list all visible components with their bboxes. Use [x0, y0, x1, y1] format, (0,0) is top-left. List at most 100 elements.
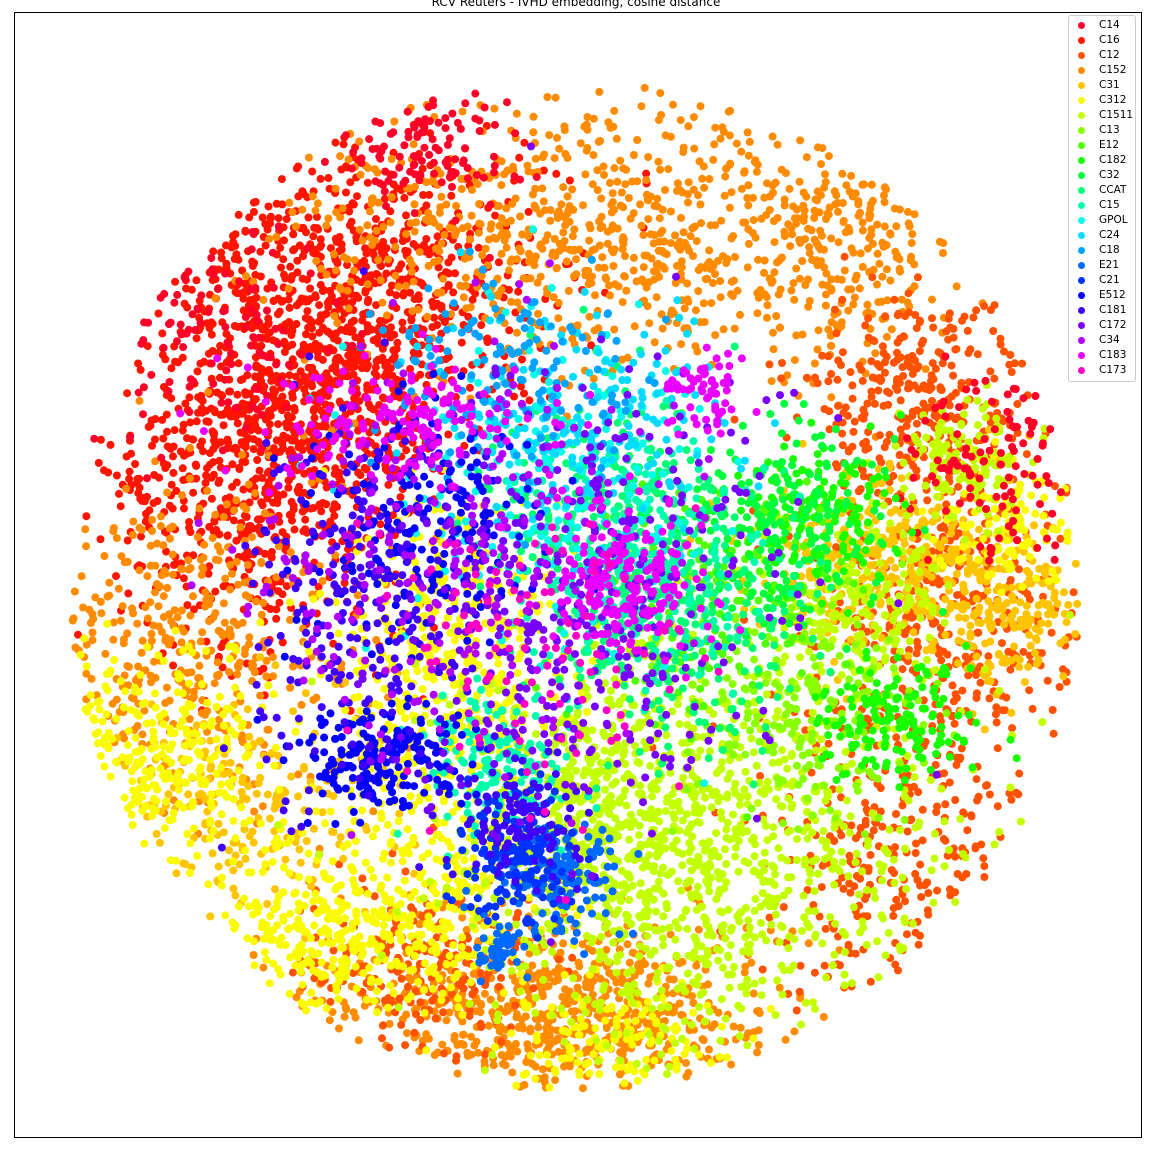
scatter-point — [209, 247, 218, 256]
scatter-point — [871, 349, 880, 358]
scatter-point — [601, 273, 610, 282]
scatter-point — [208, 427, 217, 436]
scatter-point — [330, 312, 339, 320]
scatter-point — [795, 177, 804, 186]
scatter-point — [1005, 360, 1014, 369]
scatter-point — [158, 415, 167, 424]
scatter-point — [727, 188, 736, 197]
scatter-point — [322, 221, 331, 230]
scatter-point — [363, 178, 372, 187]
scatter-point — [618, 298, 627, 307]
scatter-point — [122, 484, 131, 493]
scatter-point — [116, 502, 125, 511]
scatter-point — [833, 375, 842, 384]
scatter-point — [135, 474, 144, 483]
scatter-point — [297, 700, 306, 709]
scatter-point — [810, 206, 819, 215]
scatter-point — [350, 256, 359, 265]
scatter-point — [875, 431, 884, 440]
scatter-point — [301, 314, 310, 323]
scatter-point — [269, 672, 278, 681]
scatter-point — [581, 170, 590, 179]
scatter-point — [304, 323, 313, 332]
scatter-point — [440, 318, 449, 327]
scatter-point — [799, 216, 808, 225]
scatter-point — [684, 178, 693, 187]
scatter-point — [848, 394, 857, 403]
scatter-point — [215, 476, 224, 485]
scatter-point — [990, 301, 999, 310]
scatter-point — [263, 284, 272, 293]
scatter-point — [219, 599, 228, 608]
scatter-point — [349, 370, 358, 379]
scatter-point — [416, 1016, 425, 1024]
scatter-point — [157, 512, 165, 521]
scatter-point — [716, 134, 725, 143]
scatter-point — [304, 153, 313, 162]
scatter-point — [886, 276, 895, 285]
scatter-point — [382, 269, 391, 278]
scatter-point — [691, 306, 700, 315]
scatter-point — [844, 306, 853, 315]
scatter-point — [849, 427, 858, 436]
scatter-point — [293, 256, 302, 265]
scatter-point — [197, 404, 206, 413]
scatter-point — [658, 226, 667, 235]
scatter-point — [606, 123, 615, 132]
scatter-point — [925, 386, 934, 394]
scatter-point — [137, 532, 145, 541]
scatter-point — [1002, 693, 1011, 702]
scatter-point — [827, 234, 836, 243]
scatter-point — [534, 1023, 543, 1032]
scatter-point — [148, 515, 157, 524]
scatter-point — [824, 377, 833, 386]
scatter-point — [603, 227, 612, 236]
scatter-point — [310, 413, 319, 422]
scatter-point — [180, 504, 188, 513]
scatter-point — [903, 827, 912, 836]
scatter-point — [410, 227, 419, 236]
scatter-point — [222, 241, 230, 250]
scatter-point — [548, 251, 557, 260]
scatter-point — [897, 474, 906, 483]
scatter-point — [942, 327, 951, 336]
scatter-point — [986, 367, 995, 376]
scatter-point — [838, 169, 847, 178]
scatter-point — [694, 925, 703, 934]
scatter-point — [379, 1021, 388, 1030]
scatter-point — [588, 180, 597, 189]
scatter-point — [688, 992, 696, 1001]
scatter-point — [256, 691, 265, 700]
scatter-point — [775, 983, 784, 992]
scatter-point — [973, 796, 982, 805]
scatter-point — [860, 180, 868, 189]
scatter-point — [889, 911, 898, 920]
scatter-point — [453, 1040, 462, 1049]
scatter-point — [632, 277, 641, 286]
scatter-point — [856, 874, 865, 883]
scatter-point — [744, 201, 753, 210]
scatter-point — [570, 272, 578, 281]
scatter-point — [385, 1043, 394, 1052]
scatter-point — [658, 324, 667, 333]
scatter-point — [660, 237, 669, 246]
scatter-point — [882, 241, 891, 250]
scatter-point — [679, 148, 688, 156]
scatter-point — [677, 257, 686, 266]
scatter-point — [683, 279, 692, 288]
scatter-point — [105, 578, 114, 587]
scatter-point — [847, 171, 856, 180]
scatter-point — [335, 1024, 343, 1033]
scatter-point — [867, 180, 876, 189]
scatter-point — [168, 522, 177, 531]
scatter-point — [138, 496, 147, 505]
scatter-point — [465, 383, 474, 392]
scatter-point — [979, 854, 988, 863]
scatter-point — [233, 289, 242, 298]
scatter-point — [818, 280, 827, 289]
scatter-point — [474, 1048, 482, 1057]
scatter-point — [991, 710, 1000, 719]
scatter-point — [155, 473, 164, 482]
scatter-point — [401, 1041, 410, 1050]
scatter-point — [97, 609, 106, 618]
